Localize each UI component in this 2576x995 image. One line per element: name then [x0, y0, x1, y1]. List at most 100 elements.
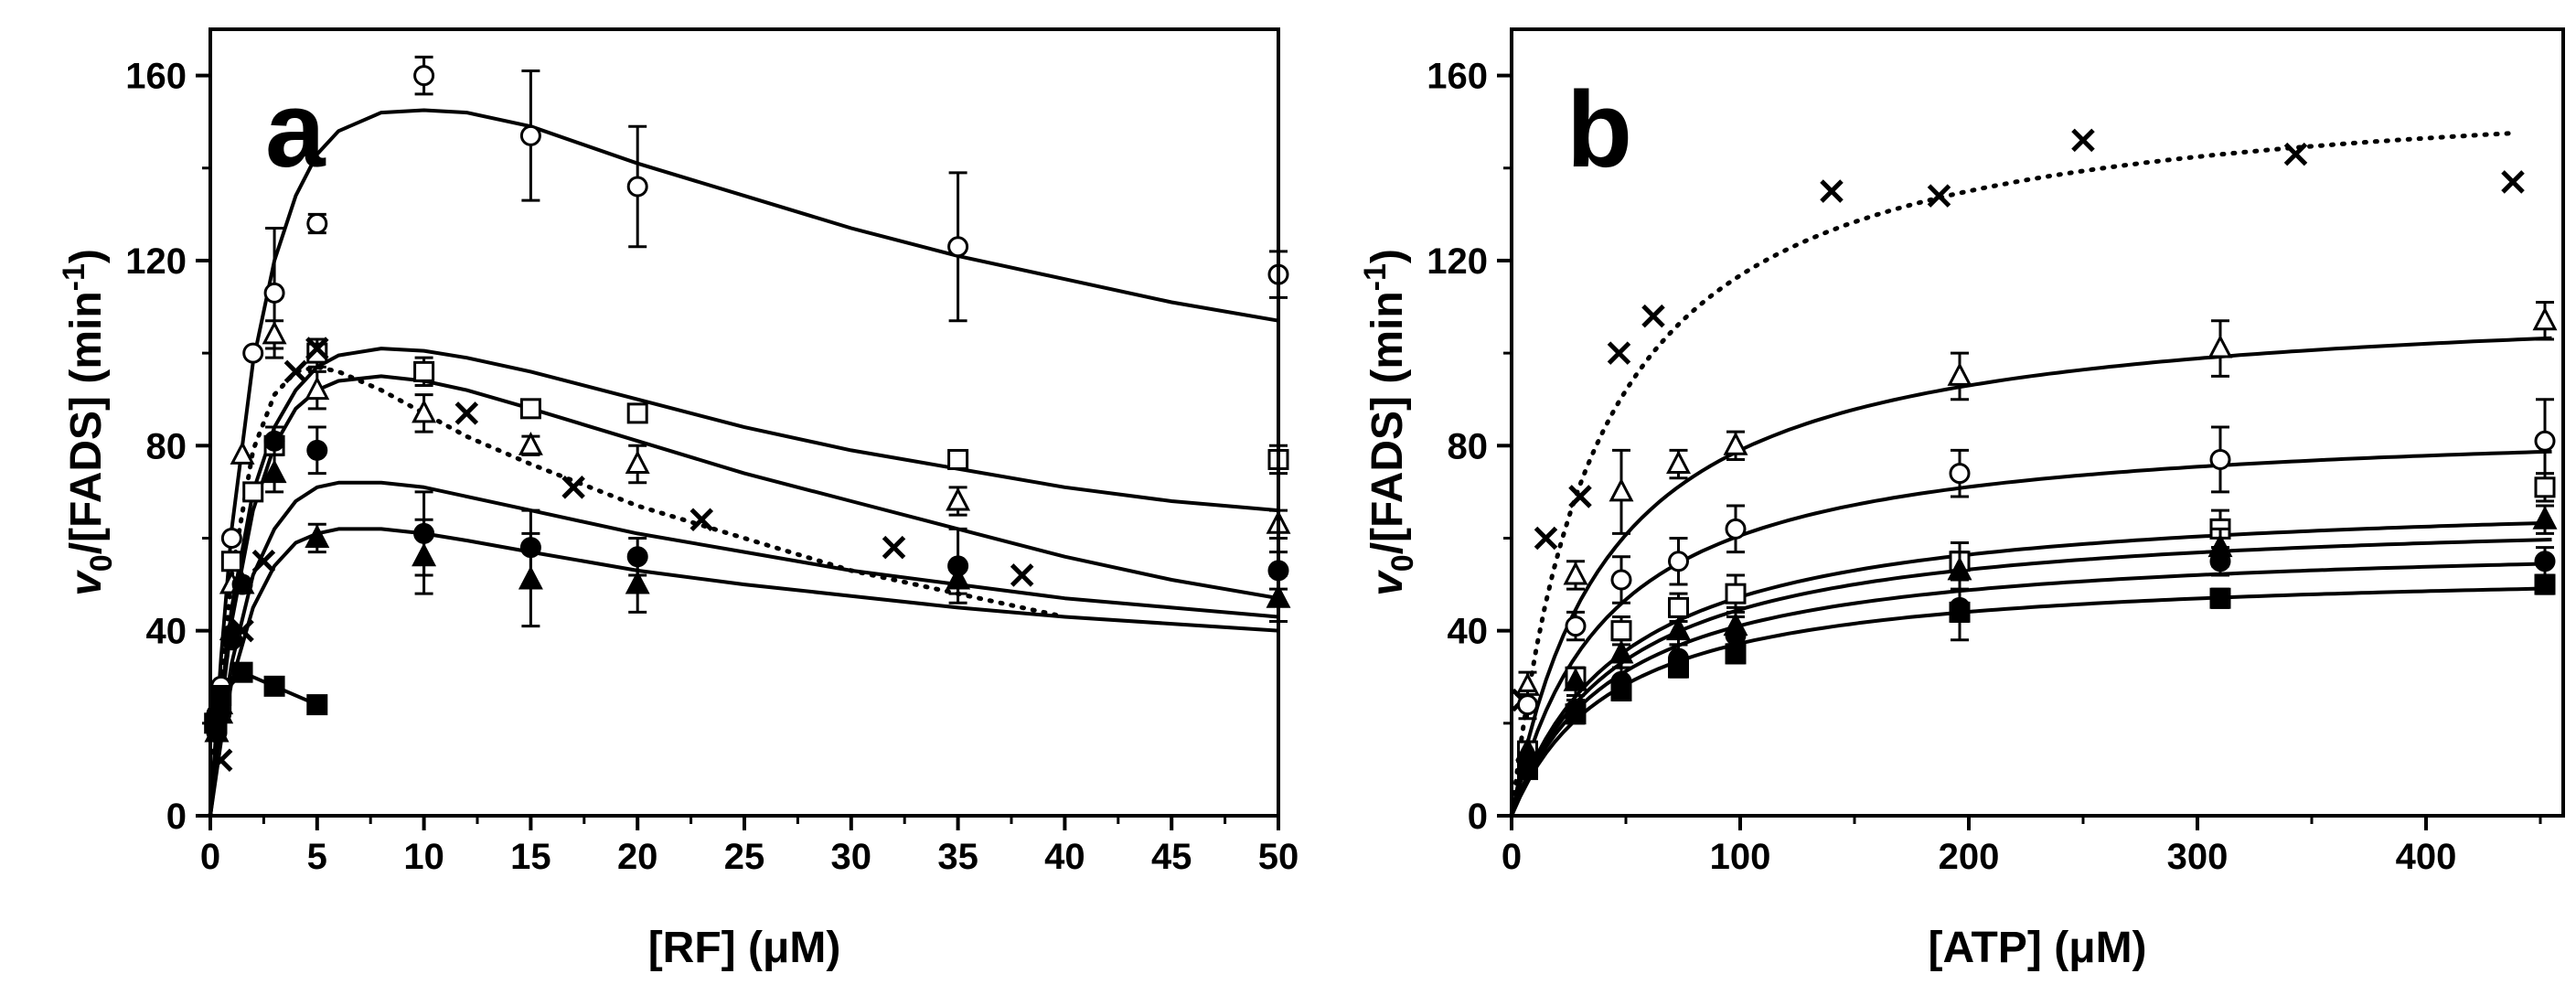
panel-b-y-title-end: ) — [1363, 249, 1412, 263]
panel-b-y-title-v: v — [1363, 570, 1412, 596]
panel-a-fit-open-square — [208, 347, 1279, 817]
panel-b-point-cross — [1820, 179, 1844, 203]
panel-a-point-filled-square — [306, 694, 328, 716]
panel-a-point-open-triangle — [412, 399, 437, 423]
panel-a-point-filled-square — [263, 675, 285, 697]
panel-b-x-tick-label: 0 — [1502, 837, 1522, 877]
panel-b-point-cross — [2071, 128, 2095, 153]
panel-a-point-filled-triangle — [305, 524, 330, 548]
panel-b-point-filled-square — [1565, 703, 1587, 725]
panel-a-point-filled-square — [210, 684, 232, 706]
panel-a-point-open-square — [947, 448, 969, 470]
panel-b-point-filled-circle — [2534, 551, 2556, 572]
panel-b-point-cross — [1927, 184, 1951, 208]
panel-a-y-tick-label: 40 — [146, 612, 187, 652]
panel-b-marks: 0 100 200 300 400 0 40 80 120 160 — [1427, 57, 2558, 877]
panel-b-point-filled-circle — [2209, 551, 2231, 572]
panel-b-y-tick-label: 40 — [1448, 612, 1489, 652]
panel-b-point-open-triangle — [1563, 561, 1588, 585]
panel-a-point-open-square — [220, 551, 242, 572]
panel-b-point-open-circle — [1725, 518, 1747, 540]
panel-a-point-cross — [689, 508, 714, 532]
panel-a-x-tick-label: 30 — [831, 837, 872, 877]
panel-a-y-tick-label: 160 — [125, 57, 187, 97]
panel-a-y-title-sub: 0 — [84, 554, 119, 572]
panel-b-y-tick-label: 80 — [1448, 426, 1489, 466]
panel-a-y-axis-title: v0/[FADS] (min-1) — [57, 249, 119, 596]
panel-a-point-filled-triangle — [946, 565, 971, 590]
panel-a-x-tick-label: 50 — [1258, 837, 1299, 877]
panel-a-fit-filled-triangle — [208, 527, 1279, 817]
panel-a-point-open-triangle — [946, 487, 971, 511]
panel-a-point-cross — [882, 535, 906, 560]
panel-a-point-cross — [454, 401, 479, 425]
panel-a-point-filled-square — [204, 712, 226, 734]
panel-b-point-cross — [1607, 341, 1631, 365]
panel-b-point-open-triangle — [1609, 477, 1634, 502]
panel-a: 0 5 10 15 20 25 30 35 40 45 50 0 40 80 120 160 a [RF] (… — [57, 27, 1299, 972]
panel-a-point-filled-triangle — [625, 570, 650, 594]
panel-a-point-cross — [305, 337, 329, 360]
panel-a-y-tick-label: 120 — [125, 241, 187, 282]
panel-a-point-open-circle — [413, 65, 435, 87]
panel-a-point-open-triangle — [305, 376, 330, 401]
panel-a-y-tick-label: 80 — [146, 426, 187, 466]
panel-a-point-open-circle — [626, 176, 648, 198]
panel-a-point-cross — [208, 748, 233, 773]
panel-b-point-open-circle — [1668, 551, 1689, 572]
panel-b-point-cross — [1568, 485, 1592, 508]
panel-a-point-open-circle — [519, 124, 541, 146]
panel-a-x-tick-label: 15 — [510, 837, 551, 877]
panel-b-point-filled-square — [2209, 587, 2231, 609]
panel-a-point-open-square — [413, 360, 435, 382]
panel-a-y-title-sup: -1 — [57, 263, 91, 291]
panel-a-fit-cross — [208, 364, 1067, 818]
panel-b-y-tick-label: 0 — [1468, 797, 1488, 837]
panel-b-x-tick-label: 200 — [1939, 837, 2000, 877]
panel-b-point-open-circle — [1565, 615, 1587, 637]
panel-a-y-title-mid: /[FADS] (min — [62, 291, 111, 554]
panel-a-point-cross — [561, 476, 585, 499]
panel-a-point-open-triangle — [262, 320, 287, 345]
panel-a-x-tick-label: 25 — [724, 837, 765, 877]
panel-a-point-open-triangle — [230, 441, 255, 465]
panel-a-point-filled-triangle — [412, 542, 437, 567]
panel-a-x-tick-label: 10 — [403, 837, 444, 877]
panel-a-fit-filled-circle — [208, 480, 1279, 817]
panel-a-x-tick-label: 20 — [617, 837, 658, 877]
panel-b-point-cross — [1534, 526, 1558, 551]
panel-b-y-title-mid: /[FADS] (min — [1363, 291, 1412, 554]
panel-b-point-cross — [2501, 170, 2525, 194]
panel-a-x-tick-label: 40 — [1044, 837, 1085, 877]
panel-a-x-axis-title: [RF] (μM) — [648, 924, 841, 972]
panel-a-point-filled-circle — [263, 430, 285, 452]
panel-b-y-axis-title: v0/[FADS] (min-1) — [1358, 249, 1420, 596]
panel-b-point-cross — [2283, 142, 2308, 166]
panel-b-x-axis-title: [ATP] (μM) — [1928, 924, 2146, 972]
panel-b-y-tick-label: 160 — [1427, 57, 1488, 97]
panel-b-y-title-sup: -1 — [1358, 263, 1393, 291]
panel-b-point-open-circle — [1610, 569, 1632, 591]
panel-b-letter: b — [1566, 70, 1632, 190]
panel-a-point-open-triangle — [518, 432, 543, 455]
panel-b-point-filled-square — [1517, 758, 1538, 780]
panel-b-point-open-triangle — [1723, 432, 1748, 455]
panel-a-point-cross — [1010, 563, 1034, 587]
panel-b-point-open-circle — [2209, 448, 2231, 470]
panel-a-point-open-square — [626, 402, 648, 424]
panel-b-point-open-circle — [1949, 463, 1971, 485]
panel-a-point-open-triangle — [625, 450, 650, 475]
panel-b-point-open-square — [2534, 476, 2556, 498]
panel-b-point-filled-square — [2534, 573, 2556, 595]
panel-b-point-cross — [1641, 304, 1665, 328]
panel-b-frame — [1510, 27, 2565, 818]
panel-a-point-open-square — [242, 481, 264, 503]
panel-a-fit-open-triangle — [208, 374, 1279, 817]
panel-b-x-tick-label: 400 — [2396, 837, 2457, 877]
panel-a-point-open-square — [519, 398, 541, 420]
panel-a-point-open-circle — [306, 212, 328, 234]
panel-a-point-filled-triangle — [262, 459, 287, 484]
panel-b-point-filled-square — [1949, 601, 1971, 623]
